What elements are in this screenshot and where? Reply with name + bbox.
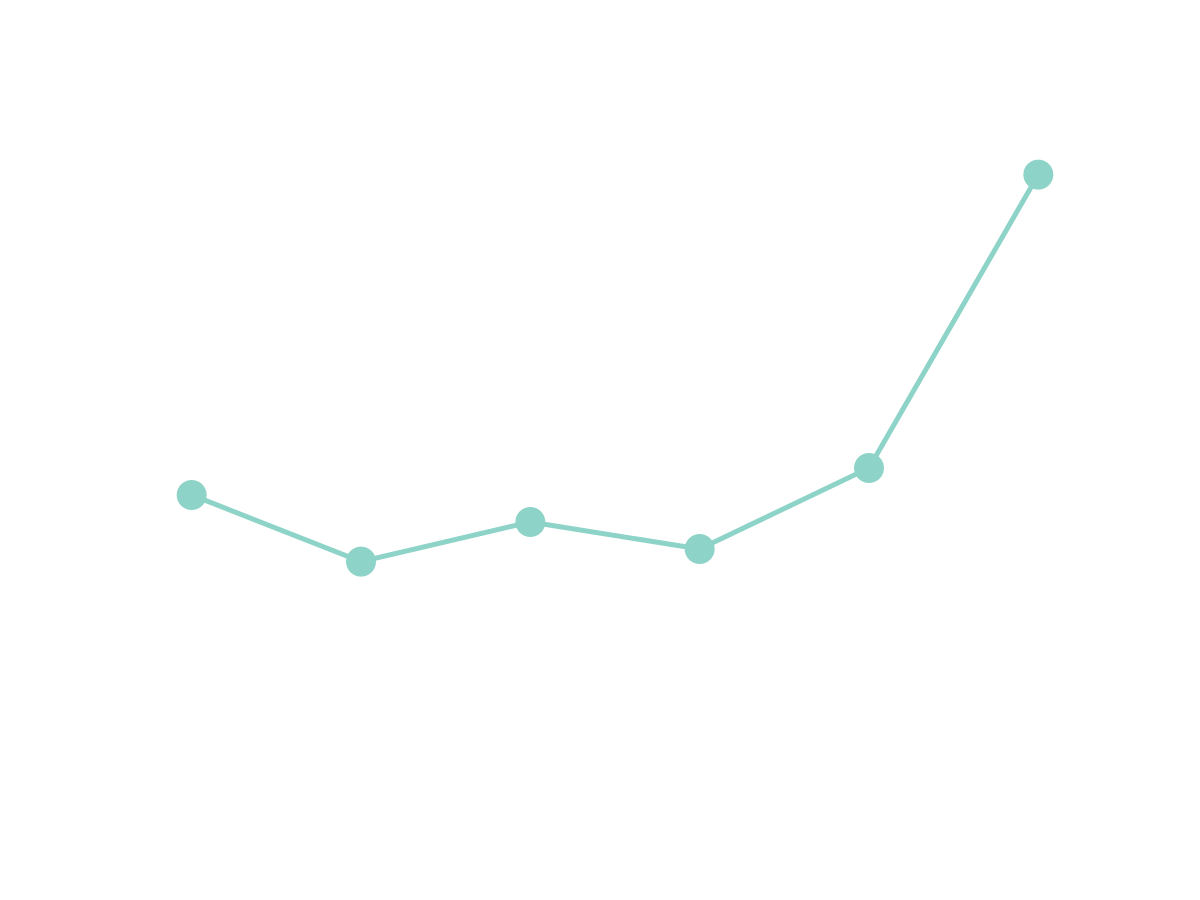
point bbox=[346, 546, 376, 577]
point bbox=[854, 453, 884, 483]
point bbox=[515, 507, 546, 537]
point bbox=[1023, 159, 1054, 190]
point bbox=[684, 534, 715, 564]
point bbox=[176, 480, 207, 510]
line bbox=[190, 173, 1041, 565]
